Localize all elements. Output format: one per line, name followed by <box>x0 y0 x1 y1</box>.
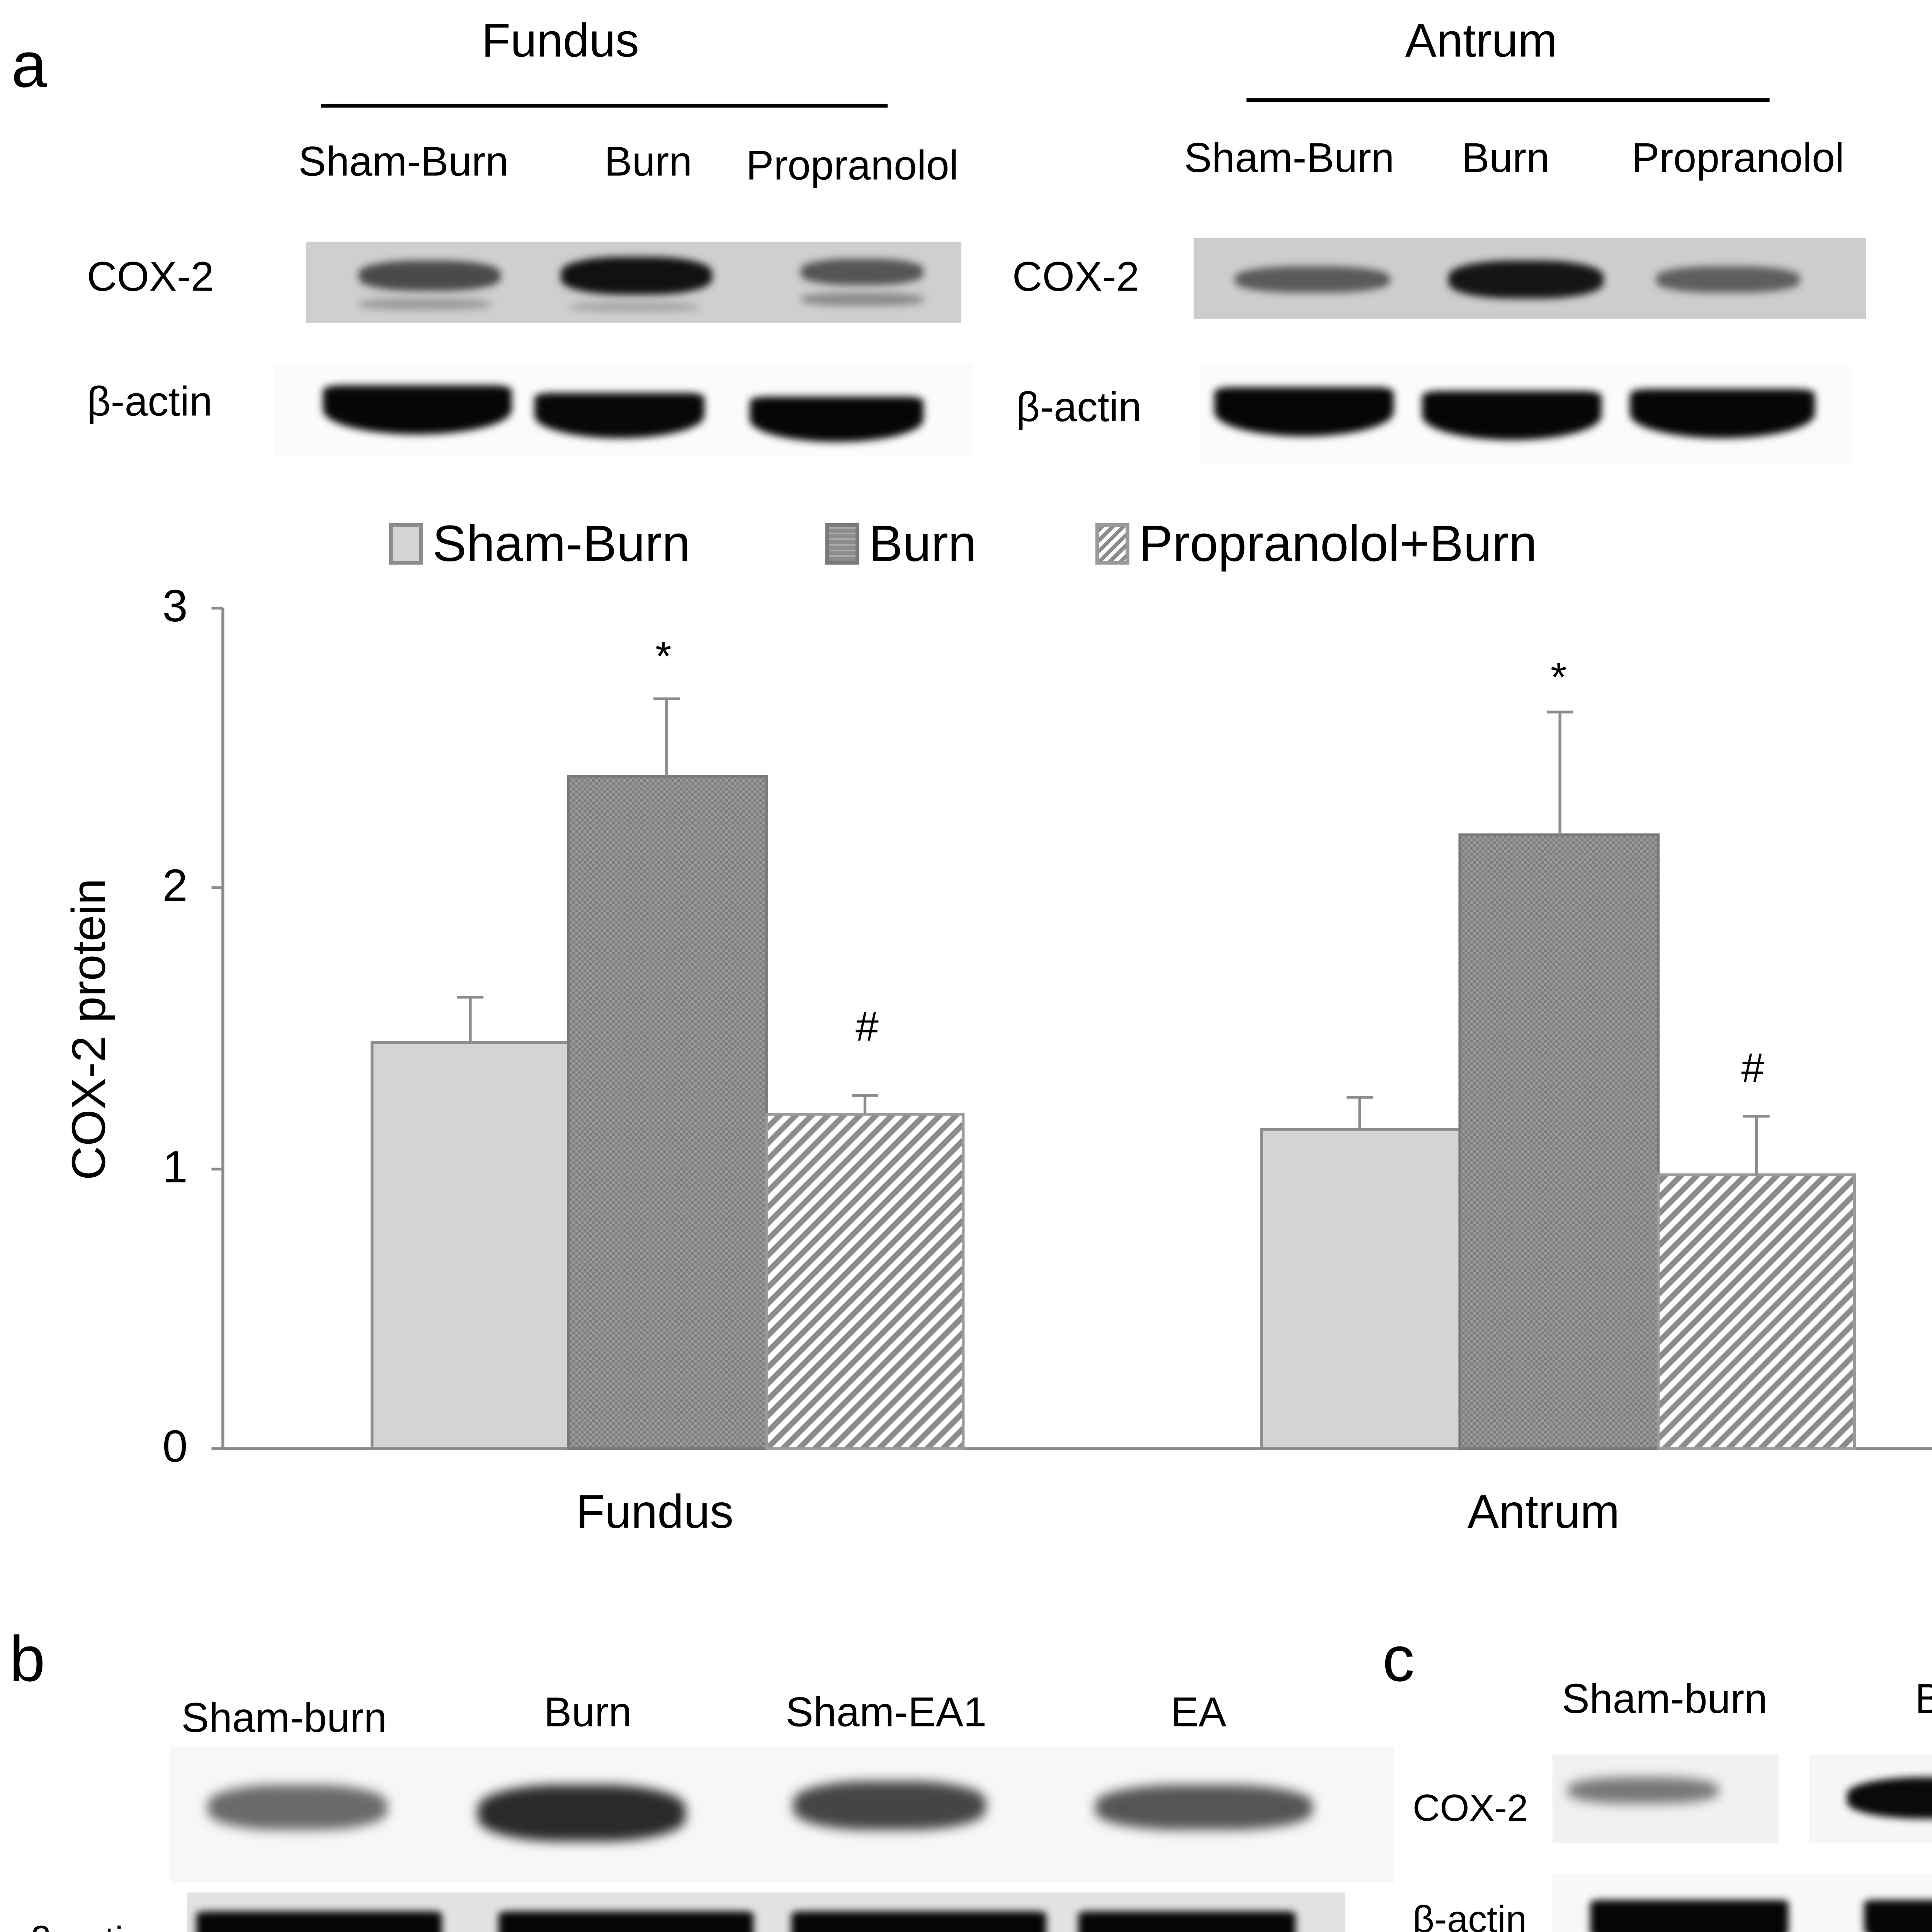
annot-a-antrum-prop: # <box>1741 1044 1765 1092</box>
chart-a <box>211 607 1932 1450</box>
blot-antrum-actin-image <box>1199 364 1851 463</box>
bar-a-fundus-burn <box>567 775 769 1450</box>
legend-label-propranolol-burn: Propranolol+Burn <box>1139 515 1537 573</box>
blot-c-cox2-image <box>1809 1754 1932 1844</box>
annot-a-fundus-prop: # <box>855 1003 879 1050</box>
blot-b-lane-ea: EA <box>1171 1688 1226 1736</box>
blot-b-lane-sham-ea1: Sham-EA1 <box>786 1688 987 1736</box>
legend-swatch-propranolol-burn <box>1095 523 1129 565</box>
panel-b-letter: b <box>9 1624 45 1696</box>
chart-a-ytick-2: 2 <box>162 861 188 912</box>
bar-a-antrum-burn <box>1458 833 1660 1450</box>
annot-a-fundus-burn: * <box>655 633 672 680</box>
blot-c-actin-image <box>1552 1873 1932 1932</box>
blot-fundus-underline <box>321 104 888 108</box>
blot-b-cox2-image <box>170 1747 1394 1883</box>
blot-fundus-title: Fundus <box>481 15 639 68</box>
bar-a-fundus-prop <box>765 1113 965 1450</box>
annot-a-antrum-burn: * <box>1550 653 1567 701</box>
blot-fundus-lane-burn: Burn <box>604 138 692 185</box>
legend-label-burn: Burn <box>869 515 977 573</box>
legend-swatch-burn <box>825 523 859 565</box>
panel-c-letter: c <box>1382 1624 1415 1696</box>
panel-a-letter: a <box>11 30 47 102</box>
chart-a-xcat-antrum: Antrum <box>1467 1486 1620 1539</box>
chart-a-ytick-1: 1 <box>162 1143 188 1194</box>
blot-fundus-lane-propranolol: Propranolol <box>746 141 959 189</box>
blot-fundus-cox2-image <box>306 242 961 323</box>
bar-a-fundus-sham <box>371 1041 570 1450</box>
blot-antrum-cox2-image <box>1193 238 1866 320</box>
blot-b-row-actin: β-actin <box>30 1923 144 1932</box>
legend-swatch-sham-burn <box>389 523 423 565</box>
chart-a-ylabel: COX-2 protein <box>63 878 116 1180</box>
chart-a-xcat-fundus: Fundus <box>576 1486 734 1539</box>
blot-antrum-lane-sham: Sham-Burn <box>1184 134 1395 182</box>
blot-c-row-actin: β-actin <box>1412 1900 1527 1932</box>
blot-b-actin-image <box>187 1892 1345 1932</box>
blot-c-lane-burn: Burn <box>1915 1678 1932 1721</box>
blot-antrum-lane-propranolol: Propranolol <box>1631 134 1844 182</box>
blot-b-lane-burn: Burn <box>544 1688 632 1736</box>
legend-label-sham-burn: Sham-Burn <box>432 515 690 573</box>
blot-antrum-row-actin: β-actin <box>1016 383 1142 431</box>
chart-a-ytick-0: 0 <box>162 1422 188 1473</box>
blot-b-lane-sham-burn: Sham-burn <box>181 1694 387 1742</box>
blot-fundus-actin-image <box>274 362 973 457</box>
blot-c-lane-sham-burn: Sham-burn <box>1562 1675 1768 1723</box>
blot-fundus-row-actin: β-actin <box>87 378 213 425</box>
chart-a-ytick-3: 3 <box>162 582 188 633</box>
blot-c-row-cox2: COX-2 <box>1412 1788 1528 1830</box>
blot-c-cox2-lane1 <box>1552 1754 1779 1844</box>
blot-antrum-row-cox2: COX-2 <box>1012 253 1139 301</box>
blot-antrum-underline <box>1246 98 1770 102</box>
blot-antrum-lane-burn: Burn <box>1462 134 1550 182</box>
blot-fundus-lane-sham: Sham-Burn <box>298 138 509 185</box>
blot-fundus-row-cox2: COX-2 <box>87 253 214 301</box>
blot-antrum-title: Antrum <box>1405 15 1558 68</box>
bar-a-antrum-prop <box>1656 1173 1856 1450</box>
bar-a-antrum-sham <box>1260 1128 1461 1450</box>
